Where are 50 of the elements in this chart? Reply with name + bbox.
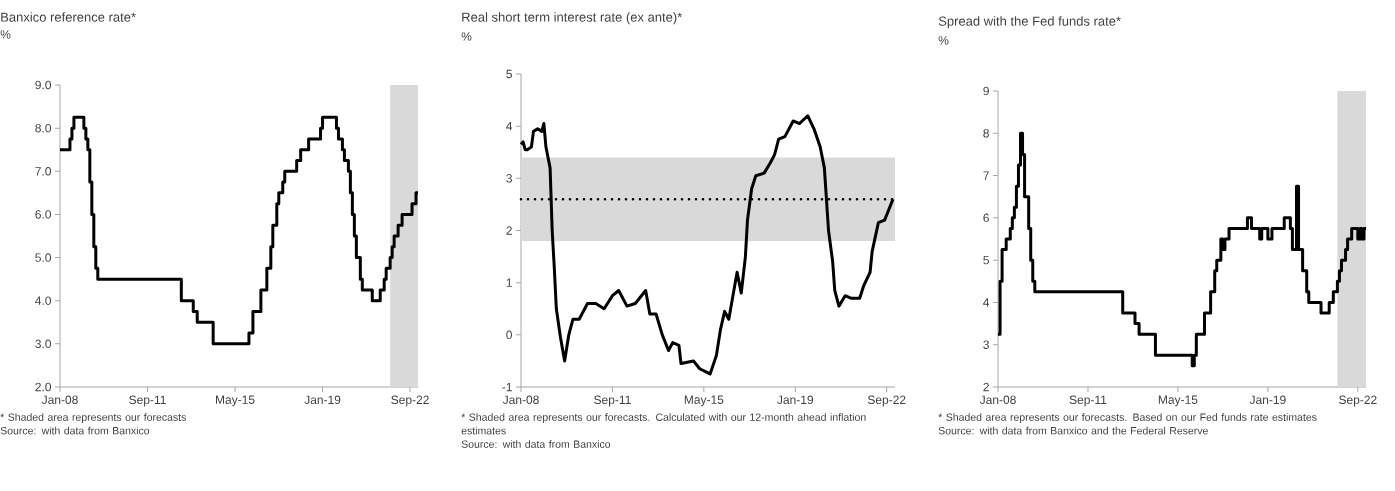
x-tick-label: Sep-11 [129,395,166,407]
y-tick-label: 2.0 [35,382,52,392]
y-tick-label: 3 [983,340,989,349]
x-tick-label: May-15 [1158,395,1198,407]
y-tick-label: 6.0 [35,210,52,219]
y-axis-title: % [0,30,11,39]
text: * Shaded area represents our forecasts. Based on our Fed funds rate estimates [938,413,1317,423]
y-tick-label: -1 [502,382,512,392]
y-axis-title: % [461,32,472,41]
x-tick-label: Sep-22 [1339,395,1377,407]
y-tick-label: 2 [983,382,989,392]
x-tick-label: Jan-08 [502,395,539,405]
y-tick-label: 5.0 [35,253,52,262]
x-tick-label: May-15 [216,395,255,407]
x-tick-label: Sep-22 [391,395,429,407]
x-tick-label: Sep-11 [1069,395,1107,407]
y-tick-label: 7.0 [35,167,52,176]
x-tick-label: May-15 [684,395,724,407]
source-note: Source: with data from Banxico and the Federal Reserve [938,426,1208,435]
y-tick-label: 8 [983,129,989,138]
x-tick-label: Jan-19 [777,395,814,405]
x-tick-label: Jan-19 [304,395,341,405]
y-tick-label: 5 [983,255,989,265]
y-tick-label: 9 [983,86,989,96]
y-tick-label: 7 [983,171,989,180]
text: * Shaded area represents our forecasts. Calculated with our 12-month ahead inflation estimates [461,413,866,435]
y-tick-label: 4.0 [35,296,52,305]
y-tick-label: 4 [983,298,990,307]
chart-title: Real short term interest rate (ex ante)* [462,12,683,25]
y-tick-label: 3 [506,174,512,183]
y-tick-label: 1 [506,278,512,287]
x-tick-label: Jan-08 [979,395,1016,405]
y-tick-label: 2 [506,226,512,235]
source-note: Source: with data from Banxico [461,440,611,448]
x-tick-label: Sep-11 [594,395,631,407]
chart-title: Spread with the Fed funds rate* [938,16,1121,29]
x-tick-label: Sep-22 [867,395,906,407]
y-tick-label: 9.0 [35,80,52,90]
chart-title: Banxico reference rate* [1,12,136,22]
y-axis-title: % [938,36,949,45]
x-tick-label: Jan-08 [41,395,78,405]
y-tick-label: 5 [506,69,512,79]
x-tick-label: Jan-19 [1249,395,1286,405]
y-tick-label: 3.0 [35,339,52,349]
y-tick-label: 6 [983,213,989,223]
y-tick-label: 0 [506,330,513,340]
y-tick-label: 4 [506,122,513,131]
y-tick-label: 8.0 [35,123,52,133]
text: * Shaded area represents our forecasts [0,413,186,423]
source-note: Source: with data from Banxico [0,426,150,435]
